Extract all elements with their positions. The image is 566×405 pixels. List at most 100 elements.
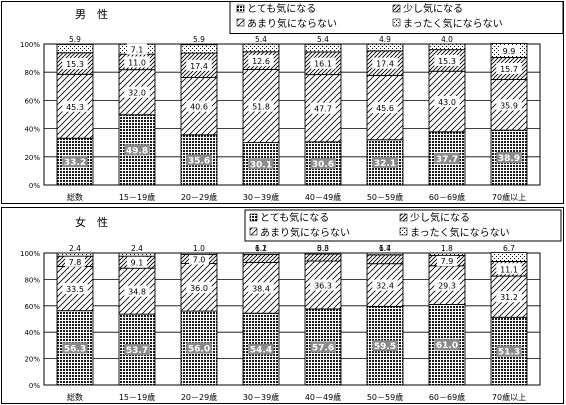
- data-label-bg: [496, 345, 522, 357]
- data-label: 32.0: [128, 89, 146, 98]
- data-label: 7.0: [193, 255, 206, 264]
- panel-female-plot: 0% 20% 40% 60% 80% 100% 56.3 33.5 7.8 2.4 総数 53.7 34…: [20, 244, 541, 402]
- data-label: 33.5: [66, 285, 84, 294]
- legend-label-mattaku: まったく気にならない: [410, 226, 510, 239]
- data-label: 5.9: [69, 35, 81, 44]
- legend-swatch-totemo: [249, 213, 258, 222]
- data-label: 43.0: [438, 98, 456, 107]
- data-label: 6.7: [379, 244, 391, 253]
- y-tick-label: 100%: [20, 250, 40, 258]
- data-label: 1.8: [441, 244, 453, 253]
- data-label: 11.1: [500, 265, 518, 274]
- data-label: 5.3: [317, 244, 329, 253]
- data-label: 40.6: [190, 103, 208, 112]
- legend-swatch-totemo: [236, 4, 245, 13]
- data-label-bg: [496, 291, 522, 303]
- data-label: 30.1: [250, 160, 272, 170]
- panel-female-legend: とても気になる 少し気になる あまり気にならない まったく気にならない: [244, 209, 562, 242]
- bar-segment-sukoshi: [304, 253, 342, 262]
- bar-segment-mattaku: [304, 43, 342, 53]
- data-label: 45.3: [66, 103, 84, 112]
- data-label: 30.6: [312, 160, 334, 170]
- data-label: 33.2: [64, 158, 86, 168]
- data-label-bg: [248, 55, 274, 67]
- legend-label-amari: あまり気にならない: [247, 17, 337, 30]
- data-label: 17.4: [190, 62, 208, 71]
- panel-female-title: 女 性: [75, 215, 108, 229]
- x-tick-label: 50－59歳: [367, 392, 403, 402]
- data-label-bg: [372, 340, 398, 352]
- panel-male: 男 性 とても気になる 少し気になる あまり気にならない まったく気にならない …: [1, 1, 564, 204]
- data-label-bg: [186, 281, 212, 293]
- legend-swatch-amari: [236, 18, 245, 27]
- legend-label-sukoshi: 少し気になる: [403, 2, 463, 15]
- bar-segment-mattaku: [366, 252, 404, 256]
- data-label: 32.1: [374, 159, 396, 169]
- data-label-bg: [372, 156, 398, 168]
- legend-swatch-mattaku: [399, 227, 408, 236]
- data-label-bg: [186, 59, 212, 71]
- data-label: 57.6: [312, 343, 334, 353]
- data-label-bg: [372, 102, 398, 114]
- bar-segment-mattaku: [304, 252, 342, 255]
- panel-female: 女 性 とても気になる 少し気になる あまり気にならない まったく気にならない …: [1, 207, 564, 404]
- x-tick-label: 60－69歳: [429, 192, 465, 202]
- data-label: 56.3: [64, 344, 86, 354]
- data-label-bg: [248, 158, 274, 170]
- data-label-bg: [437, 255, 457, 267]
- data-label: 34.8: [128, 288, 146, 297]
- data-label: 16.1: [314, 60, 332, 69]
- data-label-bg: [434, 54, 460, 66]
- data-label: 49.8: [126, 146, 148, 156]
- bar-segment-mattaku: [118, 252, 156, 257]
- data-label: 12.6: [252, 57, 270, 66]
- x-tick-label: 40－49歳: [305, 392, 341, 402]
- data-label-bg: [496, 99, 522, 111]
- data-label-bg: [434, 279, 460, 291]
- data-label: 7.8: [69, 258, 82, 267]
- legend-label-sukoshi: 少し気になる: [410, 211, 470, 224]
- y-tick-label: 40%: [24, 329, 40, 337]
- data-label-bg: [310, 279, 336, 291]
- data-label: 32.4: [376, 282, 394, 291]
- x-tick-label: 30－39歳: [243, 192, 279, 202]
- plot-area: [43, 43, 541, 186]
- data-label-bg: [124, 56, 150, 68]
- y-tick-label: 80%: [24, 69, 40, 77]
- data-label-bg: [434, 339, 460, 351]
- data-label: 0.8: [317, 244, 329, 253]
- data-label: 6.7: [503, 244, 515, 253]
- x-tick-label: 30－39歳: [243, 392, 279, 402]
- data-label-bg: [127, 43, 147, 55]
- data-label: 38.9: [498, 154, 520, 164]
- data-label-bg: [496, 62, 522, 74]
- x-tick-label: 15－19歳: [119, 192, 155, 202]
- data-label: 6.2: [255, 244, 267, 253]
- data-label-bg: [186, 100, 212, 112]
- bar-segment-sukoshi: [366, 254, 404, 265]
- y-tick-label: 20%: [24, 356, 40, 364]
- data-label-bg: [310, 57, 336, 69]
- bar-segment-mattaku: [180, 252, 218, 255]
- bar-segment-mattaku: [56, 252, 94, 257]
- data-label-bg: [186, 342, 212, 354]
- data-label: 37.7: [436, 155, 458, 165]
- data-label: 51.8: [252, 103, 270, 112]
- data-label: 17.4: [376, 60, 394, 69]
- data-label: 51.3: [498, 348, 520, 358]
- bar-segment-mattaku: [242, 43, 280, 53]
- data-label-bg: [124, 144, 150, 156]
- data-label: 1.0: [193, 244, 205, 253]
- x-tick-label: 総数: [67, 192, 83, 202]
- legend-label-totemo: とても気になる: [260, 211, 329, 224]
- x-tick-label: 20－29歳: [181, 392, 217, 402]
- data-label: 47.7: [314, 105, 332, 114]
- data-label: 56.0: [188, 345, 210, 355]
- x-tick-label: 総数: [67, 392, 83, 402]
- data-label-bg: [186, 154, 212, 166]
- data-label: 11.0: [128, 58, 146, 67]
- data-label: 54.4: [250, 346, 272, 356]
- data-label: 9.9: [503, 47, 516, 56]
- legend-swatch-mattaku: [392, 18, 401, 27]
